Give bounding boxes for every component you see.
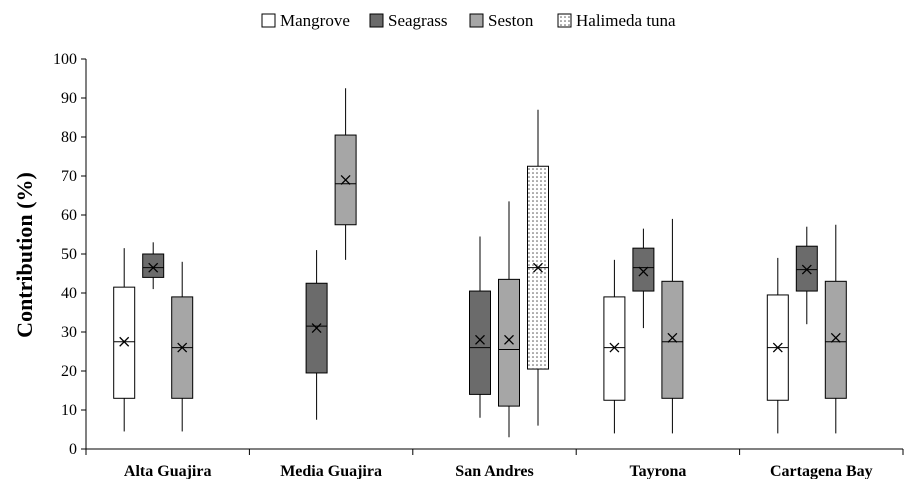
- box-iqr: [469, 290, 491, 395]
- category-label-media-guajira: Media Guajira: [280, 463, 382, 479]
- box-seston-alta-guajira: [171, 261, 194, 432]
- y-tick-label: 30: [61, 324, 77, 341]
- box-iqr: [632, 247, 655, 292]
- legend-label-halimeda-tuna: Halimeda tuna: [576, 11, 676, 30]
- legend-label-mangrove: Mangrove: [280, 11, 350, 30]
- mean-marker: [638, 266, 649, 277]
- box-iqr: [142, 253, 165, 278]
- mean-marker: [830, 332, 841, 343]
- box-iqr: [603, 296, 626, 401]
- y-axis-title: Contribution (%): [12, 172, 37, 338]
- y-tick-label: 20: [61, 363, 77, 380]
- y-tick-label: 80: [61, 129, 77, 146]
- box-seagrass-san-andres: [469, 236, 491, 418]
- mean-marker: [504, 334, 514, 345]
- x-ticks: [85, 449, 904, 455]
- box-seagrass-tayrona: [632, 228, 655, 329]
- category-label-san-andres: San Andres: [455, 463, 533, 479]
- y-tick-label: 60: [61, 207, 77, 224]
- mean-marker: [475, 334, 485, 345]
- y-ticks: 0 10 20 30 40 50 60 70 80 90 100: [53, 51, 86, 458]
- legend-swatch-seston: [469, 13, 484, 28]
- mean-marker: [801, 264, 812, 275]
- mean-marker: [772, 342, 783, 353]
- box-seagrass-cartagena-bay: [795, 226, 818, 325]
- box-mangrove-tayrona: [603, 259, 626, 434]
- mean-marker: [311, 323, 322, 334]
- category-label-tayrona: Tayrona: [629, 463, 686, 479]
- y-tick-label: 90: [61, 90, 77, 107]
- mean-marker: [119, 336, 130, 347]
- mean-marker: [667, 332, 678, 343]
- box-seston-san-andres: [498, 201, 520, 438]
- legend-swatch-halimeda-tuna: [557, 13, 572, 28]
- y-tick-label: 100: [53, 51, 77, 68]
- box-seston-media-guajira: [334, 88, 357, 260]
- mean-marker: [177, 342, 188, 353]
- y-tick-label: 0: [69, 441, 77, 458]
- mean-marker: [609, 342, 620, 353]
- category-label-alta-guajira: Alta Guajira: [124, 463, 212, 479]
- mean-marker: [340, 174, 351, 185]
- mean-marker: [148, 262, 159, 273]
- y-tick-label: 40: [61, 285, 77, 302]
- category-labels: Alta Guajira Media Guajira San Andres Tayro…: [124, 463, 873, 479]
- box-seston-tayrona: [661, 218, 684, 434]
- box-iqr: [661, 280, 684, 399]
- legend-label-seston: Seston: [488, 11, 534, 30]
- legend-swatch-mangrove: [261, 13, 276, 28]
- box-seagrass-alta-guajira: [142, 242, 165, 290]
- box-iqr: [113, 286, 136, 399]
- box-halimeda-tuna-san-andres: [527, 109, 549, 426]
- legend-swatch-seagrass: [369, 13, 384, 28]
- box-mangrove-alta-guajira: [113, 248, 136, 432]
- boxes: [113, 88, 847, 438]
- legend-label-seagrass: Seagrass: [388, 11, 447, 30]
- legend: Mangrove Seagrass Seston Halimeda tuna: [261, 11, 676, 30]
- box-iqr: [498, 278, 520, 407]
- box-seagrass-media-guajira: [305, 250, 328, 420]
- category-label-cartagena-bay: Cartagena Bay: [770, 463, 873, 479]
- y-tick-label: 50: [61, 246, 77, 263]
- y-tick-label: 70: [61, 168, 77, 185]
- box-iqr: [824, 280, 847, 399]
- box-mangrove-cartagena-bay: [766, 257, 789, 434]
- y-tick-label: 10: [61, 402, 77, 419]
- box-iqr: [795, 245, 818, 292]
- mean-marker: [533, 262, 543, 273]
- box-seston-cartagena-bay: [824, 224, 847, 434]
